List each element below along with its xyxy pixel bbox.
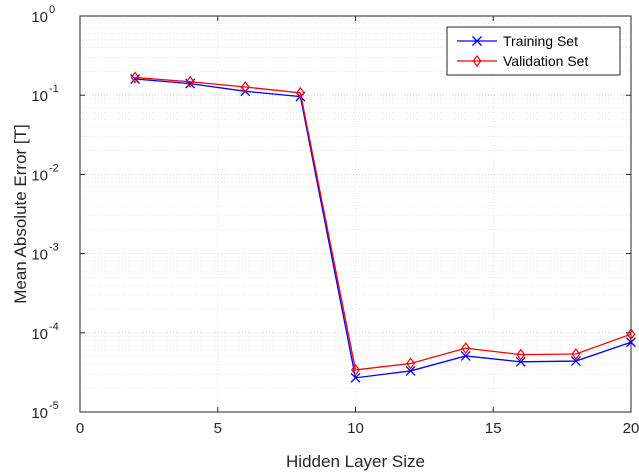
x-axis-label: Hidden Layer Size (286, 452, 425, 471)
y-tick-label: 10 (31, 9, 48, 26)
y-axis-label: Mean Absolute Error [T] (11, 124, 30, 304)
data-point (515, 356, 526, 367)
y-tick-label: 10 (31, 405, 48, 422)
legend-label: Validation Set (503, 53, 588, 69)
data-point (130, 71, 140, 84)
data-point (460, 351, 471, 361)
data-point (350, 372, 361, 383)
data-point (570, 356, 581, 366)
data-point (472, 55, 482, 67)
data-point (472, 36, 482, 46)
y-tick-exponent: -5 (49, 400, 59, 412)
legend-box (446, 26, 621, 76)
data-point (626, 337, 636, 348)
y-tick-label: 10 (31, 167, 48, 184)
y-tick-label: 10 (31, 88, 48, 105)
data-point (405, 365, 416, 376)
axis-ticks (79, 15, 632, 413)
y-tick-exponent: -2 (49, 162, 59, 174)
legend-label: Training Set (503, 33, 578, 49)
legend-item: Validation Set (457, 53, 588, 69)
x-tick-label: 0 (76, 420, 84, 437)
data-point (626, 328, 636, 341)
data-point (461, 342, 471, 355)
y-tick-exponent: -4 (49, 321, 59, 333)
legend: Training Set Validation Set (446, 26, 621, 76)
y-tick-label: 10 (31, 247, 48, 264)
y-tick-exponent: -3 (49, 242, 59, 254)
series-line (135, 76, 632, 371)
data-point (571, 347, 581, 360)
series-line (135, 78, 632, 379)
x-tick-label: 5 (214, 420, 222, 437)
data-point (185, 75, 195, 88)
data-point (295, 86, 305, 99)
data-point (516, 348, 526, 361)
data-point (406, 357, 416, 370)
y-tick-label: 10 (31, 326, 48, 343)
series (130, 71, 636, 383)
x-tick-label: 20 (623, 420, 639, 437)
x-tick-label: 10 (347, 420, 364, 437)
data-point (240, 80, 250, 93)
legend-item: Training Set (457, 33, 578, 49)
y-tick-exponent: -1 (49, 83, 59, 95)
data-point (351, 363, 360, 376)
series-validation-set (130, 71, 636, 376)
x-tick-labels: 0 5 10 15 20 (76, 420, 639, 437)
y-tick-exponent: 0 (49, 4, 55, 16)
x-tick-label: 15 (485, 420, 502, 437)
